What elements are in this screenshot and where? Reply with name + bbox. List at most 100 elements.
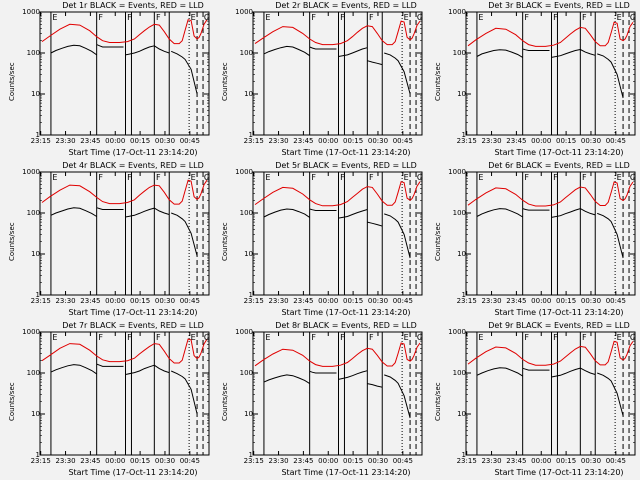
lld-series-line — [41, 19, 208, 45]
event-marker-label: F — [369, 173, 374, 182]
events-series-line — [367, 383, 383, 388]
x-tick-label: 00:15 — [556, 137, 577, 145]
events-series-line — [476, 49, 523, 58]
x-tick-label: 23:15 — [30, 297, 51, 305]
x-tick-label: 00:15 — [343, 137, 364, 145]
x-tick-label: 00:00 — [318, 297, 339, 305]
panel-title: Det 1r BLACK = Events, RED = LLD — [62, 1, 204, 10]
y-tick-label: 1 — [248, 291, 253, 299]
plot-area — [39, 11, 210, 136]
events-series-line — [170, 370, 198, 415]
x-tick-label: 23:15 — [456, 457, 477, 465]
plot-frame — [465, 331, 636, 456]
events-series-line — [384, 52, 411, 95]
y-tick-label: 1000 — [235, 328, 253, 336]
event-marker-label: E — [190, 173, 196, 182]
x-tick-label: 23:45 — [293, 137, 314, 145]
x-axis-ticks: 23:15 23:30 23:45 00:00 00:15 00:30 00:45 — [457, 297, 638, 307]
event-marker-label: F — [311, 13, 316, 22]
event-marker-label: F — [582, 333, 587, 342]
panel-title: Det 4r BLACK = Events, RED = LLD — [62, 161, 204, 170]
y-tick-label: 10 — [244, 410, 253, 418]
events-series-line — [309, 208, 337, 211]
x-axis-label: Start Time (17-Oct-11 23:14:20) — [68, 308, 198, 317]
event-marker-label: E — [478, 13, 484, 22]
y-tick-label: 1 — [248, 131, 253, 139]
event-marker-label: F — [98, 13, 103, 22]
y-axis-ticks: 1 10 100 1000 — [235, 320, 253, 460]
event-marker-label: G — [203, 13, 211, 22]
y-axis-label: Counts/sec — [434, 382, 442, 422]
x-tick-label: 00:00 — [105, 457, 126, 465]
x-axis-label: Start Time (17-Oct-11 23:14:20) — [494, 148, 624, 157]
events-series-line — [96, 207, 124, 210]
lld-series-line — [467, 340, 634, 366]
y-tick-label: 100 — [239, 49, 253, 57]
events-series-line — [338, 209, 368, 219]
events-series-line — [96, 363, 124, 367]
x-tick-label: 23:15 — [456, 137, 477, 145]
events-series-line — [597, 53, 624, 99]
y-tick-label: 1000 — [22, 168, 40, 176]
y-tick-label: 1 — [461, 451, 466, 459]
lld-series-line — [41, 338, 208, 364]
event-marker-label: G — [629, 13, 637, 22]
event-marker-label: F — [127, 333, 132, 342]
events-series-line — [551, 208, 581, 218]
x-tick-label: 23:15 — [30, 457, 51, 465]
events-series-line — [367, 60, 383, 66]
lld-series-line — [254, 181, 421, 207]
x-axis-label: Start Time (17-Oct-11 23:14:20) — [68, 468, 198, 477]
panel-title: Det 9r BLACK = Events, RED = LLD — [488, 321, 630, 330]
plot-area — [252, 171, 423, 296]
detector-panel: Det 8r BLACK = Events, RED = LLD Start Ti… — [213, 320, 426, 480]
y-axis-label: Counts/sec — [8, 62, 16, 102]
event-marker-label: F — [524, 333, 529, 342]
event-marker-label: G — [416, 13, 424, 22]
event-marker-label: E — [52, 13, 58, 22]
y-tick-label: 1 — [35, 451, 40, 459]
x-axis-label: Start Time (17-Oct-11 23:14:20) — [68, 148, 198, 157]
x-tick-label: 00:15 — [130, 457, 151, 465]
events-series-line — [263, 208, 310, 218]
events-series-line — [580, 208, 596, 216]
events-series-line — [50, 364, 97, 375]
event-marker-label: F — [369, 333, 374, 342]
event-marker-label: E — [190, 13, 196, 22]
x-axis-ticks: 23:15 23:30 23:45 00:00 00:15 00:30 00:45 — [457, 457, 638, 467]
detector-panel: Det 3r BLACK = Events, RED = LLD Start Ti… — [426, 0, 639, 160]
x-tick-label: 00:30 — [580, 137, 602, 145]
event-marker-label: F — [127, 173, 132, 182]
event-marker-label: F — [98, 333, 103, 342]
x-axis-label: Start Time (17-Oct-11 23:14:20) — [281, 468, 411, 477]
y-tick-label: 100 — [452, 369, 466, 377]
y-tick-label: 10 — [457, 410, 466, 418]
events-series-line — [96, 44, 124, 48]
events-series-line — [384, 213, 411, 259]
y-axis-ticks: 1 10 100 1000 — [448, 0, 466, 140]
x-tick-label: 23:30 — [268, 137, 289, 145]
y-tick-label: 100 — [26, 209, 40, 217]
event-marker-label: F — [524, 173, 529, 182]
lld-series-line — [467, 21, 634, 47]
event-marker-label: F — [98, 173, 103, 182]
event-marker-label: F — [553, 333, 558, 342]
events-series-line — [171, 50, 198, 95]
x-tick-label: 23:15 — [243, 297, 264, 305]
events-series-line — [551, 49, 581, 58]
detector-panel: Det 7r BLACK = Events, RED = LLD Start Ti… — [0, 320, 213, 480]
event-marker-label: G — [203, 173, 211, 182]
events-series-line — [338, 47, 368, 57]
lld-series-line — [254, 342, 421, 367]
x-tick-label: 00:30 — [154, 457, 176, 465]
x-tick-label: 00:00 — [531, 297, 552, 305]
event-marker-label: E — [265, 333, 271, 342]
x-tick-label: 00:30 — [154, 137, 176, 145]
event-marker-label: F — [156, 13, 161, 22]
events-series-line — [263, 45, 310, 57]
events-series-line — [154, 207, 170, 215]
y-axis-label: Counts/sec — [221, 222, 229, 262]
x-tick-label: 23:45 — [506, 297, 527, 305]
plot-area — [465, 11, 636, 136]
